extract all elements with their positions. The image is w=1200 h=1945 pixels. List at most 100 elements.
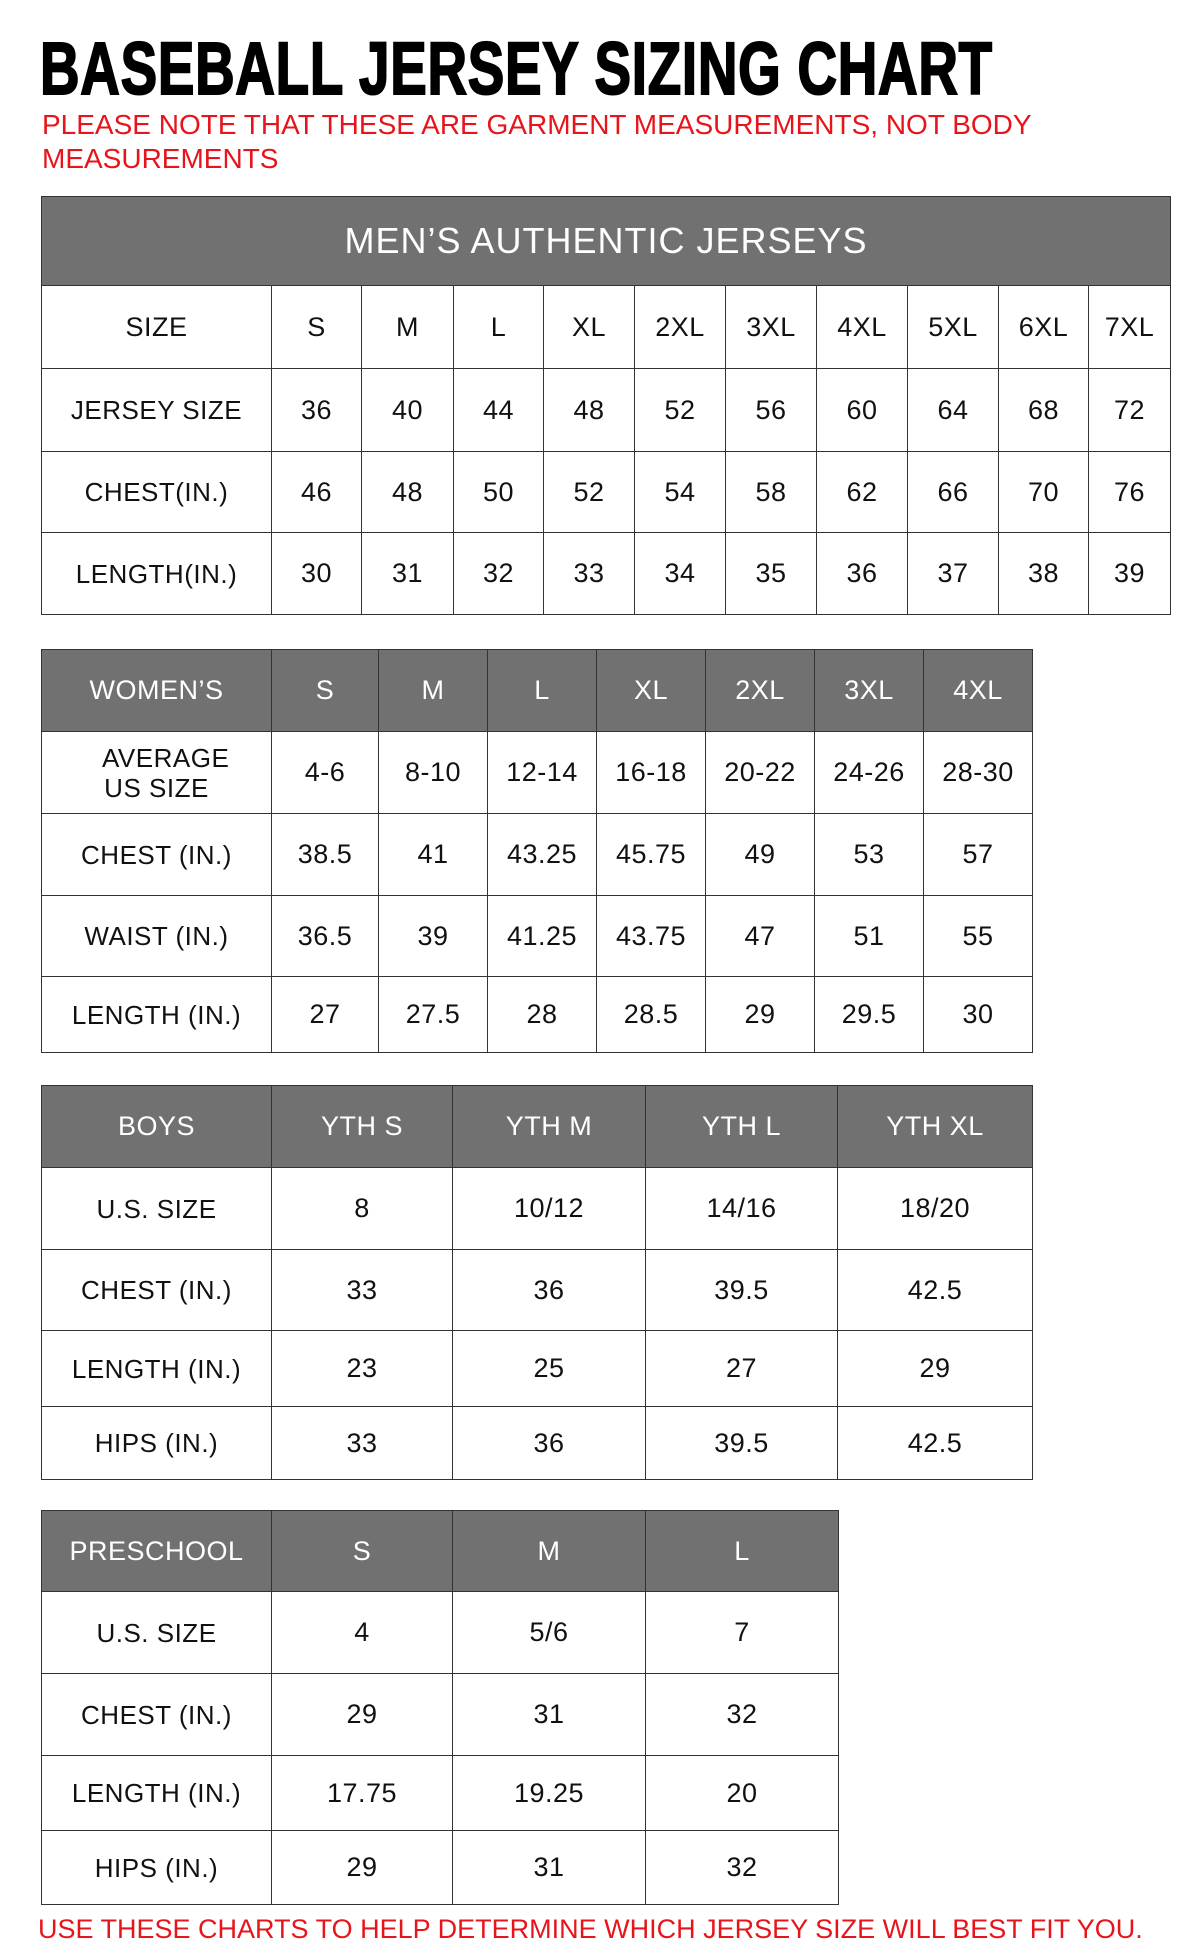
table-title: MEN’S AUTHENTIC JERSEYS (40, 196, 1172, 286)
measurement-cell: 43.75 (596, 895, 706, 977)
measurement-cell: 36 (452, 1406, 646, 1480)
row-label-cell: LENGTH (IN.) (41, 1330, 272, 1407)
measurement-cell: 18/20 (837, 1167, 1033, 1250)
measurement-cell: 17.75 (271, 1755, 453, 1831)
measurement-cell: 56 (725, 368, 817, 452)
measurement-cell: 32 (453, 532, 544, 615)
size-header-cell: 3XL (725, 285, 817, 369)
row-label-cell: AVERAGE US SIZE (41, 731, 272, 814)
header-label-cell: WOMEN’S (41, 649, 272, 732)
measurement-cell: 10/12 (452, 1167, 646, 1250)
size-header-cell: L (645, 1510, 839, 1592)
measurement-cell: 35 (725, 532, 817, 615)
size-header-cell: YTH S (271, 1085, 453, 1168)
table-row: CHEST (IN.) 38.5 41 43.25 45.75 49 53 57 (41, 813, 1033, 896)
measurement-cell: 33 (271, 1249, 453, 1331)
measurement-cell: 34 (634, 532, 726, 615)
size-header-cell: S (271, 649, 379, 732)
garment-note: PLEASE NOTE THAT THESE ARE GARMENT MEASU… (42, 109, 1032, 174)
row-label-cell: CHEST (IN.) (41, 1673, 272, 1756)
size-header-cell: YTH XL (837, 1085, 1033, 1168)
measurement-cell: 41.25 (487, 895, 597, 977)
measurement-cell: 28 (487, 976, 597, 1053)
header-label-cell: SIZE (41, 285, 272, 369)
measurement-cell: 49 (705, 813, 815, 896)
header-row: SIZE S M L XL 2XL 3XL 4XL 5XL 6XL 7XL (41, 285, 1172, 369)
header-row: WOMEN’S S M L XL 2XL 3XL 4XL (41, 649, 1033, 732)
row-label-cell: LENGTH (IN.) (41, 976, 272, 1053)
table-row: AVERAGE US SIZE 4-6 8-10 12-14 16-18 20-22 24-… (41, 731, 1033, 814)
table-row: LENGTH (IN.) 23 25 27 29 (41, 1330, 1033, 1407)
size-header-cell: YTH M (452, 1085, 646, 1168)
measurement-cell: 19.25 (452, 1755, 646, 1831)
measurement-cell: 25 (452, 1330, 646, 1407)
measurement-cell: 40 (361, 368, 454, 452)
measurement-cell: 27 (645, 1330, 838, 1407)
footer-note: USE THESE CHARTS TO HELP DETERMINE WHICH… (38, 1914, 1143, 1944)
table-row: U.S. SIZE 8 10/12 14/16 18/20 (41, 1167, 1033, 1250)
size-header-cell: M (452, 1510, 646, 1592)
measurement-cell: 33 (543, 532, 635, 615)
size-header-cell: YTH L (645, 1085, 838, 1168)
row-label-cell: U.S. SIZE (41, 1591, 272, 1674)
row-label-cell: HIPS (IN.) (41, 1830, 272, 1905)
header-row: PRESCHOOL S M L (41, 1510, 839, 1592)
size-header-cell: S (271, 285, 362, 369)
row-label-cell: CHEST(IN.) (41, 451, 272, 533)
measurement-cell: 54 (634, 451, 726, 533)
measurement-cell: 39 (1087, 532, 1172, 615)
table-row: HIPS (IN.) 29 31 32 (41, 1830, 839, 1905)
measurement-cell: 70 (998, 451, 1089, 533)
measurement-cell: 38 (998, 532, 1089, 615)
measurement-cell: 36.5 (271, 895, 379, 977)
size-header-cell: M (361, 285, 454, 369)
table-title-row: MEN’S AUTHENTIC JERSEYS (40, 196, 1172, 286)
measurement-cell: 52 (543, 451, 635, 533)
measurement-cell: 58 (725, 451, 817, 533)
measurement-cell: 16-18 (596, 731, 706, 814)
measurement-cell: 53 (814, 813, 924, 896)
measurement-cell: 66 (907, 451, 999, 533)
measurement-cell: 41 (378, 813, 488, 896)
measurement-cell: 38.5 (271, 813, 379, 896)
row-label-cell: CHEST (IN.) (41, 1249, 272, 1331)
size-header-cell: 4XL (816, 285, 908, 369)
measurement-cell: 48 (543, 368, 635, 452)
measurement-cell: 20-22 (705, 731, 815, 814)
measurement-cell: 29 (271, 1830, 453, 1905)
measurement-cell: 45.75 (596, 813, 706, 896)
header-row: BOYS YTH S YTH M YTH L YTH XL (41, 1085, 1033, 1168)
measurement-cell: 24-26 (814, 731, 924, 814)
row-label-cell: HIPS (IN.) (41, 1406, 272, 1480)
measurement-cell: 31 (452, 1830, 646, 1905)
measurement-cell: 36 (816, 532, 908, 615)
measurement-cell: 76 (1087, 451, 1172, 533)
measurement-cell: 31 (452, 1673, 646, 1756)
size-header-cell: 6XL (998, 285, 1089, 369)
measurement-cell: 28-30 (923, 731, 1033, 814)
measurement-cell: 12-14 (487, 731, 597, 814)
measurement-cell: 4-6 (271, 731, 379, 814)
size-header-cell: 2XL (634, 285, 726, 369)
size-header-cell: XL (543, 285, 635, 369)
size-header-cell: 7XL (1087, 285, 1172, 369)
table-row: LENGTH (IN.) 17.75 19.25 20 (41, 1755, 839, 1831)
measurement-cell: 7 (645, 1591, 839, 1674)
size-header-cell: 4XL (923, 649, 1033, 732)
size-header-cell: L (487, 649, 597, 732)
page-title: BASEBALL JERSEY SIZING CHART (39, 26, 993, 111)
row-label-cell: CHEST (IN.) (41, 813, 272, 896)
measurement-cell: 29 (837, 1330, 1033, 1407)
measurement-cell: 36 (271, 368, 362, 452)
measurement-cell: 32 (645, 1830, 839, 1905)
measurement-cell: 62 (816, 451, 908, 533)
measurement-cell: 46 (271, 451, 362, 533)
row-label-cell: U.S. SIZE (41, 1167, 272, 1250)
measurement-cell: 29 (705, 976, 815, 1053)
measurement-cell: 27 (271, 976, 379, 1053)
measurement-cell: 52 (634, 368, 726, 452)
row-label-cell: WAIST (IN.) (41, 895, 272, 977)
measurement-cell: 8 (271, 1167, 453, 1250)
table-row: CHEST (IN.) 29 31 32 (41, 1673, 839, 1756)
measurement-cell: 27.5 (378, 976, 488, 1053)
